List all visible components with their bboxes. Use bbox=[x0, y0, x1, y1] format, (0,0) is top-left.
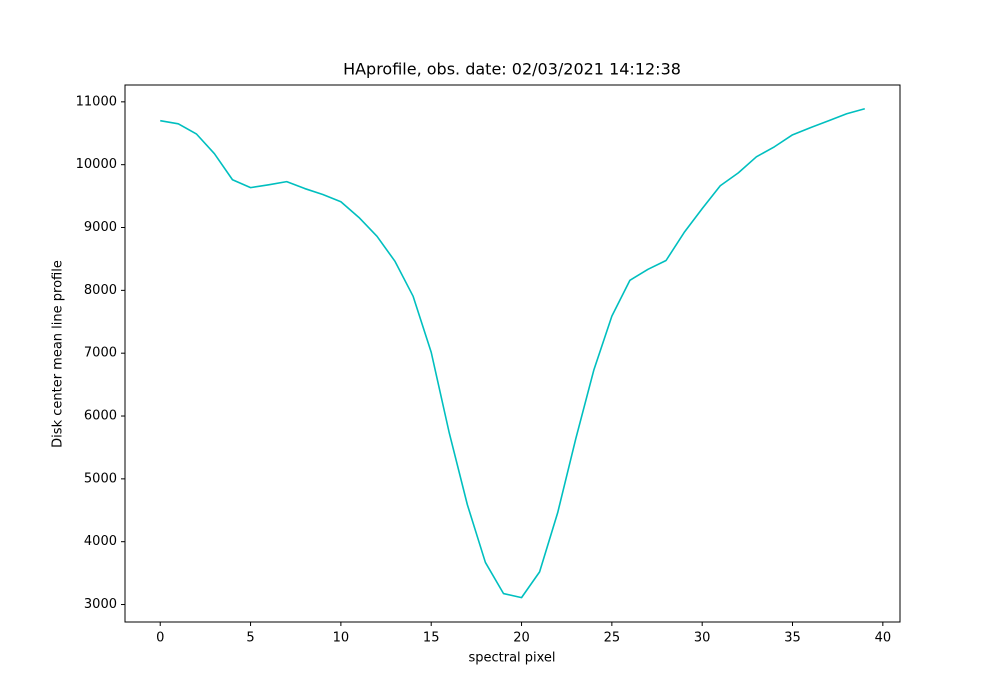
x-axis-label: spectral pixel bbox=[468, 651, 555, 666]
data-line bbox=[160, 107, 865, 599]
y-tick-label: 10000 bbox=[76, 157, 117, 172]
x-tick-label: 40 bbox=[875, 631, 892, 646]
x-tick-label: 5 bbox=[246, 631, 254, 646]
y-tick-label: 3000 bbox=[84, 597, 117, 612]
x-tick-label: 0 bbox=[156, 631, 164, 646]
x-tick-label: 10 bbox=[333, 631, 350, 646]
x-tick-label: 30 bbox=[694, 631, 711, 646]
y-tick-label: 4000 bbox=[84, 534, 117, 549]
plot-frame bbox=[124, 84, 901, 623]
chart-title: HAprofile, obs. date: 02/03/2021 14:12:3… bbox=[343, 60, 681, 79]
y-tick-label: 5000 bbox=[84, 471, 117, 486]
y-tick-label: 11000 bbox=[76, 94, 117, 109]
x-tick-label: 20 bbox=[513, 631, 530, 646]
y-tick-label: 7000 bbox=[84, 346, 117, 361]
x-tick-label: 15 bbox=[423, 631, 440, 646]
y-tick-label: 8000 bbox=[84, 283, 117, 298]
x-tick-label: 35 bbox=[784, 631, 801, 646]
y-axis-label: Disk center mean line profile bbox=[51, 260, 66, 448]
y-tick-label: 9000 bbox=[84, 220, 117, 235]
y-tick-label: 6000 bbox=[84, 409, 117, 424]
x-tick-label: 25 bbox=[604, 631, 621, 646]
